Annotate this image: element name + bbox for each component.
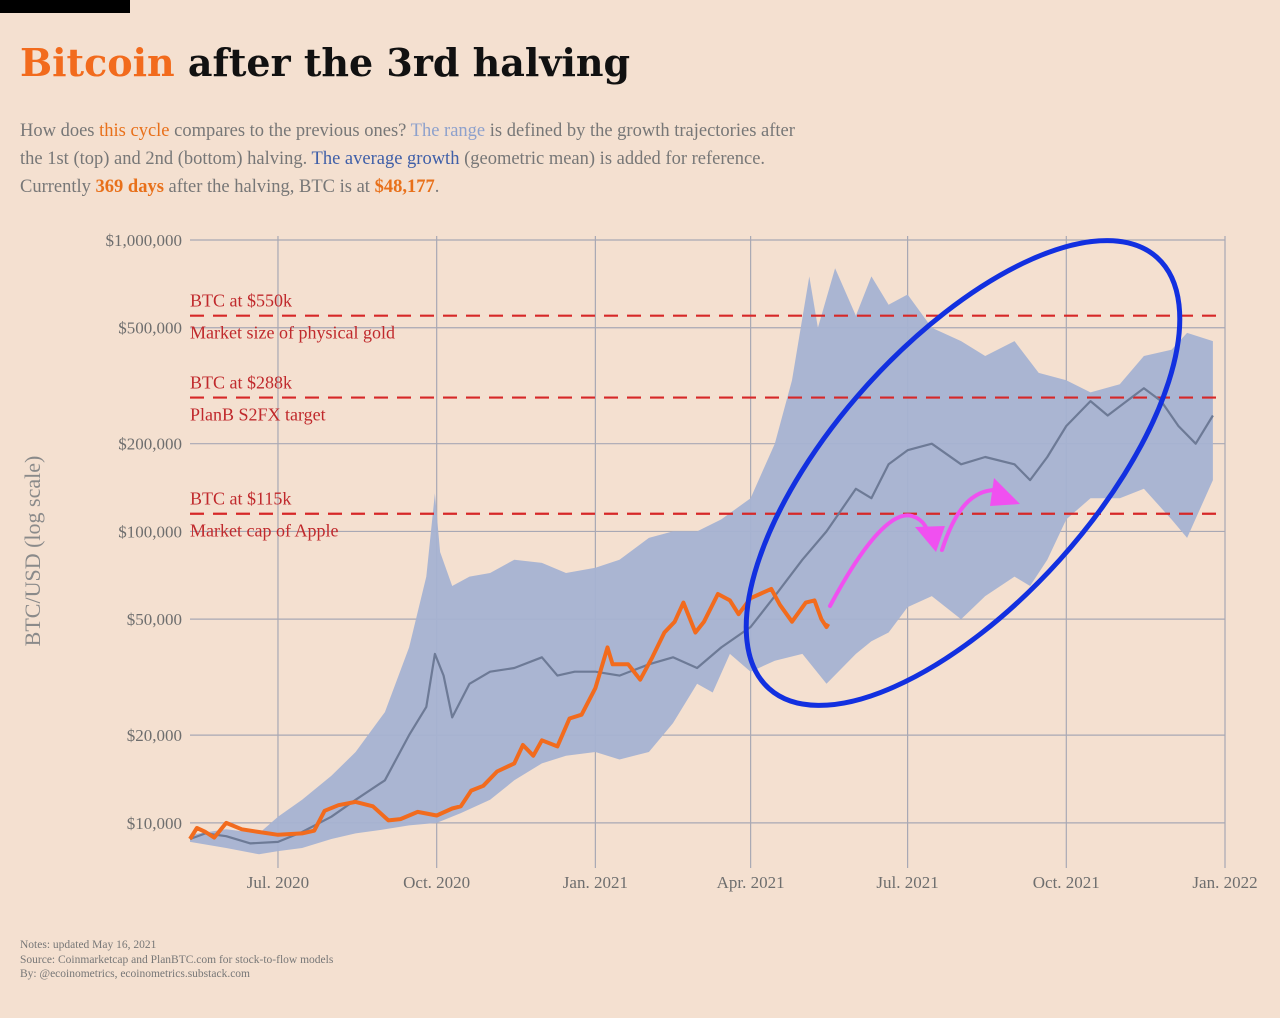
chart-notes: Notes: updated May 16, 2021 Source: Coin… xyxy=(20,938,333,982)
y-tick-label: $20,000 xyxy=(127,726,182,745)
x-tick-label: Jan. 2022 xyxy=(1192,873,1257,892)
average-growth-line xyxy=(189,387,1214,845)
x-tick-label: Jan. 2021 xyxy=(563,873,628,892)
reference-label-bottom: PlanB S2FX target xyxy=(190,405,326,425)
annotations xyxy=(743,238,1183,708)
top-black-bar xyxy=(0,0,130,13)
reference-label-bottom: Market cap of Apple xyxy=(190,521,338,541)
y-axis-label: BTC/USD (log scale) xyxy=(20,456,45,647)
subtitle-text: . xyxy=(434,177,440,197)
reference-label-top: BTC at $550k xyxy=(190,291,292,311)
subtitle-text: Currently xyxy=(20,177,96,197)
subtitle-text: How does xyxy=(20,121,100,141)
range-area xyxy=(190,268,1213,855)
y-tick-label: $10,000 xyxy=(127,814,182,833)
reference-lines: BTC at $550k Market size of physical gold… xyxy=(190,291,1225,541)
subtitle-price: $48,177 xyxy=(374,177,435,197)
btc-price-line xyxy=(188,586,831,841)
subtitle-the-range: The range xyxy=(410,121,486,141)
subtitle-this-cycle: this cycle xyxy=(99,121,170,141)
chart-subtitle: How does this cycle compares to the prev… xyxy=(20,117,1020,201)
highlight-ellipse xyxy=(743,238,1183,708)
notes-updated: Notes: updated May 16, 2021 xyxy=(20,939,157,951)
chart-title: Bitcoin after the 3rd halving xyxy=(20,38,630,88)
arrow-head xyxy=(990,478,1020,506)
arrow-curve xyxy=(940,487,1002,552)
notes-author: By: @ecoinometrics, ecoinometrics.substa… xyxy=(20,968,250,980)
y-tick-label: $50,000 xyxy=(127,610,182,629)
y-tick-label: $100,000 xyxy=(118,522,182,541)
x-tick-label: Oct. 2021 xyxy=(1033,873,1100,892)
y-tick-label: $200,000 xyxy=(118,435,182,454)
subtitle-text: the 1st (top) and 2nd (bottom) halving. xyxy=(20,149,312,169)
axes: $10,000 $20,000 $50,000 $100,000 $200,000 $50… xyxy=(20,231,1258,892)
x-tick-label: Jul. 2020 xyxy=(247,873,309,892)
reference-label-top: BTC at $115k xyxy=(190,489,291,509)
notes-source: Source: Coinmarketcap and PlanBTC.com fo… xyxy=(20,953,334,966)
subtitle-text: (geometric mean) is added for reference. xyxy=(459,149,766,169)
subtitle-text: compares to the previous ones? xyxy=(169,121,411,141)
y-tick-label: $1,000,000 xyxy=(106,231,183,250)
title-rest: after the 3rd halving xyxy=(174,40,631,85)
subtitle-text: is defined by the growth trajectories af… xyxy=(485,121,795,141)
x-tick-label: Apr. 2021 xyxy=(717,873,785,892)
reference-label-top: BTC at $288k xyxy=(190,373,292,393)
x-tick-label: Oct. 2020 xyxy=(403,873,470,892)
x-tick-label: Jul. 2021 xyxy=(876,873,938,892)
arrow-head xyxy=(915,526,945,552)
subtitle-average-growth: The average growth xyxy=(311,149,460,169)
subtitle-text: after the halving, BTC is at xyxy=(163,177,375,197)
y-tick-label: $500,000 xyxy=(118,319,182,338)
reference-label-bottom: Market size of physical gold xyxy=(190,323,395,343)
title-accent: Bitcoin xyxy=(20,40,175,85)
subtitle-days: 369 days xyxy=(95,177,164,197)
